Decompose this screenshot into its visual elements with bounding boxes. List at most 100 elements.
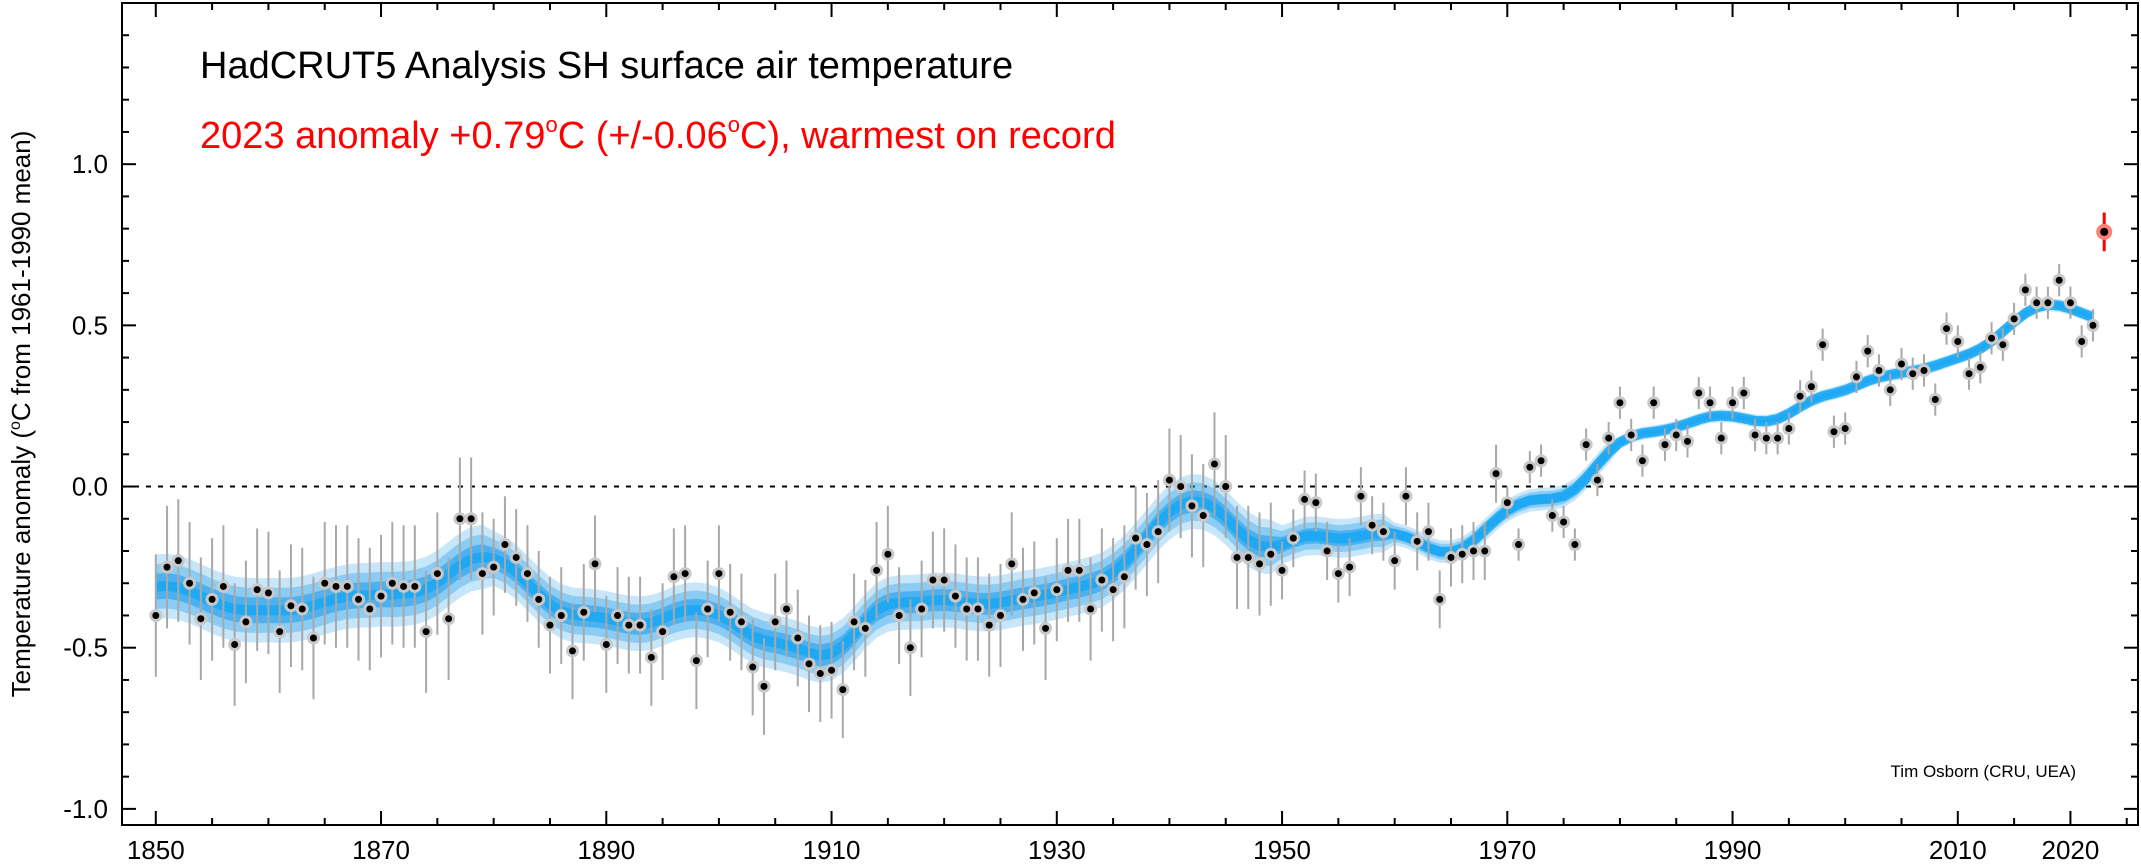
- data-point-1986: [1683, 437, 1691, 445]
- data-point-2013: [1988, 334, 1996, 342]
- data-point-1874: [422, 628, 430, 636]
- data-point-1953: [1312, 499, 1320, 507]
- data-point-2021: [2078, 337, 2086, 345]
- data-point-1949: [1267, 550, 1275, 558]
- data-point-1975: [1560, 518, 1568, 526]
- data-point-1928: [1030, 589, 1038, 597]
- data-point-1907: [794, 634, 802, 642]
- data-point-1868: [355, 595, 363, 603]
- data-point-1961: [1402, 492, 1410, 500]
- x-tick-label-1910: 1910: [803, 835, 861, 865]
- data-point-1893: [636, 621, 644, 629]
- data-point-1856: [219, 582, 227, 590]
- data-point-1926: [1008, 560, 1016, 568]
- chart-subtitle: 2023 anomaly +0.79oC (+/-0.06oC), warmes…: [200, 112, 1116, 157]
- data-point-1916: [895, 611, 903, 619]
- data-point-1855: [208, 595, 216, 603]
- data-point-1863: [298, 605, 306, 613]
- data-point-2003: [1875, 366, 1883, 374]
- x-tick-label-1930: 1930: [1028, 835, 1086, 865]
- data-point-1888: [580, 608, 588, 616]
- data-point-1852: [174, 557, 182, 565]
- data-point-1862: [287, 602, 295, 610]
- data-point-1972: [1526, 463, 1534, 471]
- data-point-1851: [163, 563, 171, 571]
- data-point-1864: [309, 634, 317, 642]
- data-point-1925: [996, 611, 1004, 619]
- data-point-1853: [186, 579, 194, 587]
- data-point-1948: [1256, 560, 1264, 568]
- data-point-1910: [828, 666, 836, 674]
- data-point-1978: [1593, 476, 1601, 484]
- data-point-2018: [2044, 299, 2052, 307]
- data-point-1896: [670, 573, 678, 581]
- data-point-1984: [1661, 441, 1669, 449]
- data-point-1883: [523, 570, 531, 578]
- data-point-1929: [1042, 624, 1050, 632]
- x-tick-label-1870: 1870: [352, 835, 410, 865]
- data-point-2014: [1999, 341, 2007, 349]
- data-point-1859: [253, 586, 261, 594]
- data-point-1971: [1515, 541, 1523, 549]
- data-point-1894: [647, 653, 655, 661]
- y-tick-label-4: -1.0: [63, 794, 108, 824]
- data-point-1917: [906, 644, 914, 652]
- data-point-1976: [1571, 541, 1579, 549]
- data-point-1933: [1087, 605, 1095, 613]
- data-point-1901: [726, 608, 734, 616]
- data-point-1885: [546, 621, 554, 629]
- data-point-1906: [782, 605, 790, 613]
- data-point-1993: [1762, 434, 1770, 442]
- x-tick-label-1970: 1970: [1478, 835, 1536, 865]
- chart-title: HadCRUT5 Analysis SH surface air tempera…: [200, 45, 1013, 87]
- data-point-1999: [1830, 428, 1838, 436]
- data-point-1889: [591, 560, 599, 568]
- data-point-1955: [1334, 570, 1342, 578]
- x-tick-label-1850: 1850: [127, 835, 185, 865]
- y-tick-label-0: 1.0: [72, 149, 108, 179]
- data-point-1987: [1695, 389, 1703, 397]
- data-point-1952: [1301, 495, 1309, 503]
- data-point-2008: [1931, 395, 1939, 403]
- data-point-1921: [951, 592, 959, 600]
- ylabel-prefix: Temperature anomaly (: [6, 430, 36, 698]
- data-point-1939: [1154, 528, 1162, 536]
- data-point-1930: [1053, 586, 1061, 594]
- data-point-1886: [557, 611, 565, 619]
- data-point-2000: [1841, 425, 1849, 433]
- data-point-1858: [242, 618, 250, 626]
- data-point-1968: [1481, 547, 1489, 555]
- data-point-2017: [2033, 299, 2041, 307]
- data-point-1997: [1807, 383, 1815, 391]
- data-point-2015: [2010, 315, 2018, 323]
- data-point-1941: [1177, 483, 1185, 491]
- data-point-2011: [1965, 370, 1973, 378]
- data-point-1996: [1796, 392, 1804, 400]
- data-point-2016: [2021, 286, 2029, 294]
- data-point-2012: [1976, 363, 1984, 371]
- data-point-1909: [816, 669, 824, 677]
- y-tick-label-2: 0.0: [72, 472, 108, 502]
- data-point-1902: [737, 618, 745, 626]
- data-point-layer: [149, 212, 2113, 697]
- data-point-1969: [1492, 470, 1500, 478]
- data-point-1867: [343, 582, 351, 590]
- data-point-1940: [1165, 476, 1173, 484]
- data-point-1850: [152, 611, 160, 619]
- data-point-2001: [1852, 373, 1860, 381]
- data-point-1876: [445, 615, 453, 623]
- data-point-1970: [1503, 499, 1511, 507]
- plot-background: [122, 3, 2138, 825]
- x-tick-label-2020: 2020: [2042, 835, 2100, 865]
- data-point-1861: [276, 628, 284, 636]
- subtitle-degree-1: o: [545, 112, 557, 137]
- x-tick-label-1890: 1890: [577, 835, 635, 865]
- data-point-1935: [1109, 586, 1117, 594]
- data-point-1880: [490, 563, 498, 571]
- data-point-1977: [1582, 441, 1590, 449]
- data-point-1959: [1379, 528, 1387, 536]
- data-point-1882: [512, 553, 520, 561]
- data-point-1964: [1436, 595, 1444, 603]
- data-point-1979: [1605, 434, 1613, 442]
- data-point-1947: [1244, 553, 1252, 561]
